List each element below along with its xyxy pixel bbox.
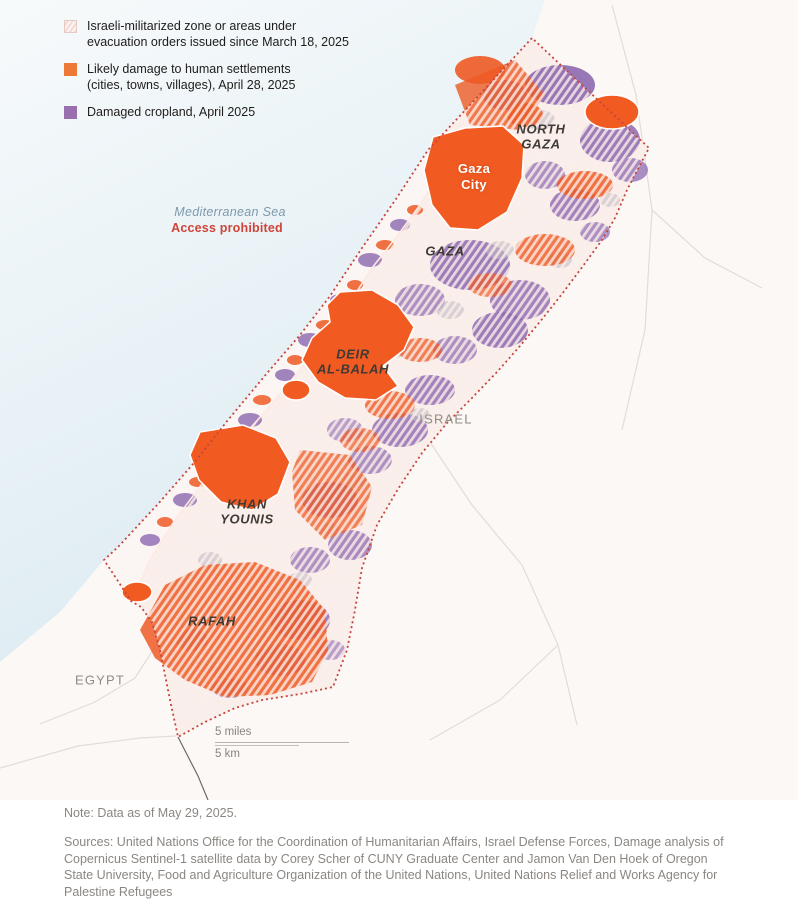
orange-swatch bbox=[64, 63, 77, 76]
sources-text: Sources: United Nations Office for the C… bbox=[64, 835, 724, 899]
purple-swatch bbox=[64, 106, 77, 119]
gaza-city-enclave bbox=[423, 125, 525, 231]
note-text: Note: Data as of May 29, 2025. bbox=[64, 806, 238, 820]
rafah-coast-enclave bbox=[121, 581, 153, 603]
legend-label: Likely damage to human settlements (citi… bbox=[87, 62, 296, 92]
coastal-unhatched-strip bbox=[104, 150, 435, 601]
khan-younis-enclave bbox=[189, 424, 291, 511]
central-camps-enclave bbox=[301, 289, 415, 401]
evacuation-zone-boundary bbox=[130, 149, 436, 602]
scale-miles-line bbox=[215, 741, 349, 743]
gaza-border bbox=[102, 36, 651, 739]
legend-item-militarized: Israeli-militarized zone or areas under … bbox=[64, 18, 349, 50]
sea-area bbox=[0, 0, 545, 662]
scale-bar: 5 miles 5 km bbox=[215, 726, 349, 760]
scale-miles-label: 5 miles bbox=[215, 726, 252, 738]
legend-label: Damaged cropland, April 2025 bbox=[87, 105, 256, 119]
roads bbox=[0, 4, 763, 769]
legend: Israeli-militarized zone or areas under … bbox=[64, 18, 349, 131]
settlement-enclaves bbox=[121, 94, 640, 603]
legend-label: Israeli-militarized zone or areas under … bbox=[87, 19, 349, 49]
hatched-pink-swatch bbox=[64, 20, 77, 33]
scale-km-label: 5 km bbox=[215, 747, 240, 760]
legend-item-settlement-damage: Likely damage to human settlements (citi… bbox=[64, 61, 349, 93]
legend-item-cropland: Damaged cropland, April 2025 bbox=[64, 104, 349, 120]
egypt-israel-border-line bbox=[177, 736, 209, 801]
scale-km-line bbox=[215, 744, 299, 746]
